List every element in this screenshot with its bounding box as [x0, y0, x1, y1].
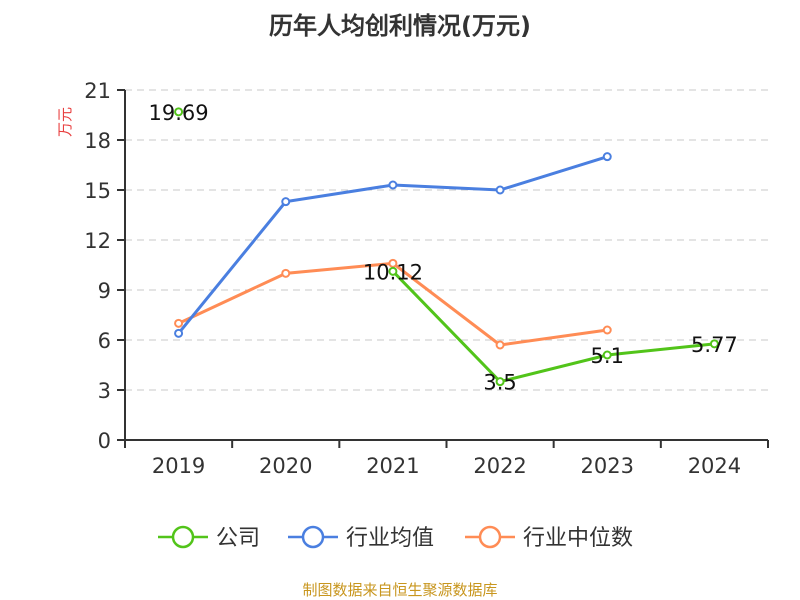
- legend-marker-icon: [171, 525, 195, 549]
- y-tick-label: 15: [84, 179, 111, 203]
- data-point: [709, 339, 719, 349]
- y-tick-label: 9: [98, 279, 111, 303]
- data-point: [174, 318, 184, 328]
- y-tick-label: 0: [98, 429, 111, 453]
- y-axis-label: 万元: [56, 107, 74, 137]
- data-point: [602, 350, 612, 360]
- x-tick-label: 2023: [581, 454, 634, 478]
- data-point: [174, 328, 184, 338]
- data-point: [281, 268, 291, 278]
- data-point: [495, 340, 505, 350]
- legend-marker-icon: [478, 525, 502, 549]
- x-tick-label: 2021: [366, 454, 419, 478]
- x-tick-label: 2024: [688, 454, 741, 478]
- data-point: [602, 325, 612, 335]
- legend-label: 行业中位数: [523, 526, 633, 551]
- data-point: [495, 185, 505, 195]
- data-label: 3.5: [483, 371, 516, 395]
- data-point: [602, 152, 612, 162]
- data-label: 5.1: [591, 344, 624, 368]
- y-tick-label: 6: [98, 329, 111, 353]
- legend-item: 行业中位数: [465, 525, 633, 551]
- x-tick-label: 2020: [259, 454, 312, 478]
- data-point: [388, 180, 398, 190]
- data-point: [495, 377, 505, 387]
- y-tick-label: 12: [84, 229, 111, 253]
- legend-item: 行业均值: [288, 525, 434, 551]
- y-tick-label: 3: [98, 379, 111, 403]
- legend-label: 公司: [216, 526, 260, 551]
- source-note: 制图数据来自恒生聚源数据库: [302, 581, 497, 599]
- legend-item: 公司: [158, 525, 260, 551]
- data-label: 19.69: [149, 101, 209, 125]
- data-point: [388, 266, 398, 276]
- data-label: 5.77: [691, 333, 738, 357]
- series-line-公司: [391, 270, 715, 384]
- data-point: [281, 197, 291, 207]
- x-tick-label: 2019: [152, 454, 205, 478]
- x-tick-label: 2022: [473, 454, 526, 478]
- y-tick-label: 18: [84, 129, 111, 153]
- data-label: 10.12: [363, 260, 423, 284]
- legend-marker-icon: [301, 525, 325, 549]
- data-point: [174, 107, 184, 117]
- y-tick-label: 21: [84, 79, 111, 103]
- legend-label: 行业均值: [346, 526, 434, 551]
- chart-title: 历年人均创利情况(万元): [269, 12, 531, 40]
